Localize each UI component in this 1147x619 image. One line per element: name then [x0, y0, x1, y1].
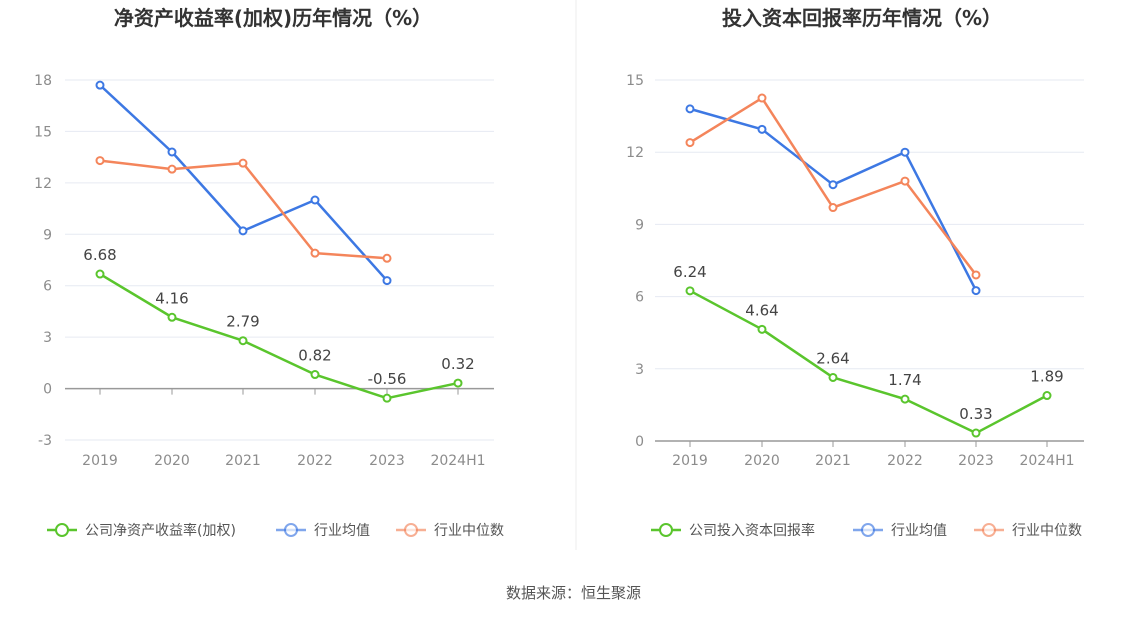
data-label: 4.64: [745, 301, 778, 319]
industry-avg-series-line: [689, 107, 978, 292]
y-tick-label: 3: [635, 362, 644, 378]
legend-marker-icon: [284, 523, 298, 537]
data-label: 4.16: [155, 289, 188, 307]
company-data-point[interactable]: [900, 394, 910, 404]
industry-avg-data-point[interactable]: [828, 180, 838, 190]
company-series-line: [99, 272, 459, 400]
company-data-point[interactable]: [757, 324, 767, 334]
industry-median-data-point[interactable]: [95, 156, 105, 166]
legend-label: 公司净资产收益率(加权): [85, 522, 236, 539]
legend-label: 行业均值: [891, 523, 947, 539]
y-tick-label: 3: [43, 330, 52, 346]
industry-median-data-point[interactable]: [828, 203, 838, 213]
y-tick-label: 12: [34, 176, 52, 192]
data-source-note: 数据来源：恒生聚源: [505, 584, 641, 602]
company-data-point[interactable]: [382, 393, 392, 403]
company-data-point[interactable]: [310, 370, 320, 380]
x-tick-label: 2021: [815, 453, 851, 469]
legend-marker-icon: [55, 523, 69, 537]
x-tick-label: 2024H1: [1019, 453, 1074, 469]
industry-avg-data-point[interactable]: [685, 104, 695, 114]
data-label: -0.56: [368, 370, 407, 388]
company-data-point[interactable]: [828, 372, 838, 382]
y-tick-label: 6: [43, 279, 52, 295]
y-tick-label: 18: [34, 73, 52, 89]
company-data-point[interactable]: [238, 336, 248, 346]
y-tick-label: 15: [34, 124, 52, 140]
legend-label: 公司投入资本回报率: [689, 522, 815, 539]
data-label: 6.68: [83, 246, 116, 264]
x-tick-label: 2019: [672, 453, 708, 469]
industry-avg-data-point[interactable]: [971, 286, 981, 296]
industry-median-data-point[interactable]: [685, 138, 695, 148]
x-tick-label: 2022: [297, 453, 333, 469]
legend-label: 行业均值: [314, 523, 370, 539]
legend-item-industry-median[interactable]: 行业中位数: [396, 523, 504, 539]
company-data-point[interactable]: [685, 286, 695, 296]
legend-marker-icon: [659, 523, 673, 537]
legend-item-industry-avg[interactable]: 行业均值: [853, 523, 947, 539]
legend-marker-icon: [982, 523, 996, 537]
y-tick-label: -3: [38, 433, 52, 449]
data-label: 0.32: [441, 355, 474, 373]
y-tick-label: 15: [626, 73, 644, 89]
industry-avg-data-point[interactable]: [95, 80, 105, 90]
data-label: 2.64: [816, 349, 849, 367]
industry-median-data-point[interactable]: [310, 248, 320, 258]
industry-avg-data-point[interactable]: [238, 226, 248, 236]
x-tick-label: 2023: [958, 453, 994, 469]
legend-item-industry-median[interactable]: 行业中位数: [974, 523, 1082, 539]
company-data-point[interactable]: [971, 428, 981, 438]
legend-label: 行业中位数: [1012, 523, 1082, 539]
company-data-point[interactable]: [453, 378, 463, 388]
x-tick-label: 2023: [369, 453, 405, 469]
y-tick-label: 6: [635, 290, 644, 306]
industry-avg-data-point[interactable]: [900, 147, 910, 157]
industry-avg-data-point[interactable]: [757, 124, 767, 134]
industry-avg-data-point[interactable]: [310, 195, 320, 205]
industry-median-data-point[interactable]: [238, 158, 248, 168]
x-tick-label: 2021: [225, 453, 261, 469]
industry-avg-data-point[interactable]: [382, 276, 392, 286]
x-tick-label: 2020: [744, 453, 780, 469]
legend-marker-icon: [861, 523, 875, 537]
legend-item-industry-avg[interactable]: 行业均值: [276, 523, 370, 539]
roic-chart: 投入资本回报率历年情况（%） 0 3 6 9 12 15 2019 2020 2021 2022 20…: [626, 6, 1084, 539]
data-label: 0.82: [298, 347, 331, 365]
industry-median-data-point[interactable]: [971, 270, 981, 280]
industry-median-data-point[interactable]: [167, 164, 177, 174]
data-label: 1.89: [1030, 368, 1063, 386]
roe-chart: 净资产收益率(加权)历年情况（%） -3 0 3 6 9 12 15 18 2019 2020 202…: [34, 6, 504, 539]
y-tick-label: 9: [43, 227, 52, 243]
y-tick-label: 0: [635, 434, 644, 450]
y-tick-label: 12: [626, 145, 644, 161]
x-tick-label: 2024H1: [430, 453, 485, 469]
data-label: 6.24: [673, 263, 706, 281]
y-tick-label: 9: [635, 217, 644, 233]
industry-avg-data-point[interactable]: [167, 147, 177, 157]
data-label: 0.33: [959, 405, 992, 423]
company-series-line: [689, 289, 1048, 435]
data-label: 2.79: [226, 313, 259, 331]
legend-item-company[interactable]: 公司投入资本回报率: [651, 522, 815, 539]
x-tick-label: 2019: [82, 453, 118, 469]
legend-marker-icon: [404, 523, 418, 537]
roic-chart-title: 投入资本回报率历年情况（%）: [722, 6, 1002, 30]
data-label: 1.74: [888, 371, 921, 389]
roe-chart-title: 净资产收益率(加权)历年情况（%）: [114, 6, 432, 30]
company-data-point[interactable]: [95, 269, 105, 279]
y-tick-label: 0: [43, 382, 52, 398]
company-data-point[interactable]: [167, 312, 177, 322]
industry-median-data-point[interactable]: [382, 253, 392, 263]
x-tick-label: 2022: [887, 453, 923, 469]
x-tick-label: 2020: [154, 453, 190, 469]
industry-median-data-point[interactable]: [900, 176, 910, 186]
industry-median-series-line: [99, 159, 388, 260]
legend-item-company[interactable]: 公司净资产收益率(加权): [47, 522, 236, 539]
company-data-point[interactable]: [1042, 391, 1052, 401]
legend-label: 行业中位数: [434, 523, 504, 539]
industry-median-data-point[interactable]: [757, 93, 767, 103]
